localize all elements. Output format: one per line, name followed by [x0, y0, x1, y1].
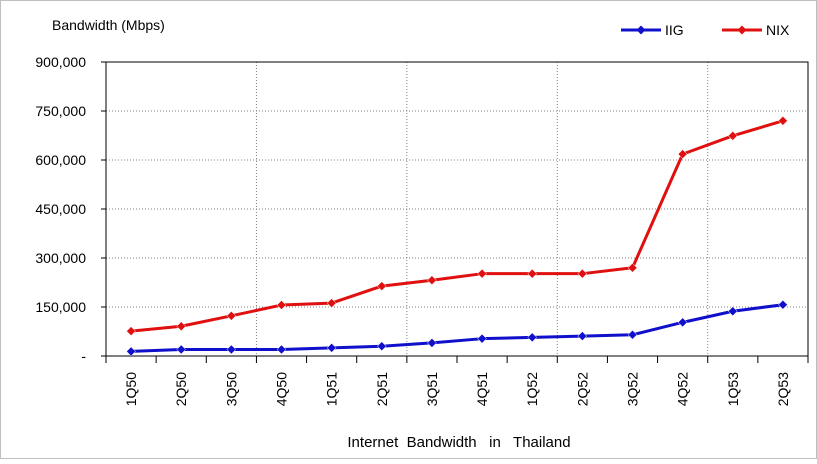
legend-marker — [636, 25, 646, 35]
data-point-marker — [527, 332, 538, 343]
data-point-marker — [677, 149, 688, 159]
data-point-marker — [176, 344, 187, 355]
x-tick-label: 2Q52 — [574, 372, 590, 406]
data-point-marker — [627, 262, 638, 273]
legend-item-nix: NIX — [722, 22, 790, 38]
x-tick-label: 1Q52 — [524, 372, 540, 406]
data-point-marker — [176, 321, 187, 332]
y-tick-label: 600,000 — [35, 152, 86, 168]
data-point-marker — [677, 317, 688, 328]
series-line — [130, 119, 784, 333]
data-point-marker — [226, 344, 237, 355]
legend-marker — [737, 25, 747, 35]
y-tick-label: 750,000 — [35, 103, 86, 119]
legend: IIG NIX — [621, 22, 790, 38]
x-tick-label: 3Q52 — [625, 372, 641, 406]
x-tick-label: 3Q51 — [424, 372, 440, 406]
x-tick-label: 3Q50 — [223, 372, 239, 406]
data-point-marker — [126, 326, 136, 337]
series-line — [131, 303, 784, 353]
data-point-marker — [326, 342, 337, 353]
data-point-marker — [477, 333, 487, 344]
data-point-marker — [778, 115, 788, 126]
legend-label: IIG — [665, 22, 684, 38]
x-tick-label: 1Q50 — [123, 372, 139, 406]
y-tick-label: - — [81, 348, 86, 364]
series-iig — [126, 299, 788, 357]
x-tick-label: 2Q53 — [775, 372, 791, 406]
x-tick-label: 4Q51 — [474, 372, 490, 406]
gridlines — [106, 62, 808, 356]
data-point-marker — [577, 268, 588, 279]
data-point-marker — [276, 344, 287, 355]
data-point-marker — [778, 299, 788, 310]
data-point-marker — [427, 275, 437, 286]
x-tick-label: 4Q52 — [675, 372, 691, 406]
data-point-marker — [376, 341, 387, 352]
data-point-marker — [427, 338, 437, 348]
y-tick-label: 150,000 — [35, 299, 86, 315]
y-tick-label: 450,000 — [35, 201, 86, 217]
data-point-marker — [477, 268, 487, 279]
data-point-marker — [527, 268, 538, 279]
y-axis-ticks: - 150,000 300,000 450,000 600,000 750,000 900,… — [35, 54, 106, 364]
y-tick-label: 300,000 — [35, 250, 86, 266]
series-lines — [126, 115, 788, 357]
data-point-marker — [727, 306, 738, 317]
data-point-marker — [577, 331, 588, 341]
legend-item-iig: IIG — [621, 22, 684, 38]
y-tick-label: 900,000 — [35, 54, 86, 70]
data-point-marker — [326, 298, 337, 308]
data-point-marker — [627, 329, 638, 340]
y-axis-title: Bandwidth (Mbps) — [52, 17, 165, 33]
x-tick-label: 2Q50 — [173, 372, 189, 406]
data-point-marker — [376, 281, 387, 291]
x-tick-label: 1Q51 — [324, 372, 340, 406]
x-tick-label: 1Q53 — [725, 372, 741, 406]
x-axis-title: Internet Bandwidth in Thailand — [347, 434, 570, 451]
series-nix — [126, 115, 788, 337]
data-point-marker — [226, 310, 237, 321]
data-point-marker — [727, 130, 738, 141]
x-tick-label: 4Q50 — [274, 372, 290, 406]
legend-label: NIX — [766, 22, 790, 38]
data-point-marker — [126, 346, 136, 357]
data-point-marker — [276, 300, 287, 310]
x-axis-ticks: 1Q50 2Q50 3Q50 4Q50 1Q51 2Q51 3Q51 4Q51 1Q52 2Q52… — [105, 356, 809, 406]
x-tick-label: 2Q51 — [374, 372, 390, 406]
